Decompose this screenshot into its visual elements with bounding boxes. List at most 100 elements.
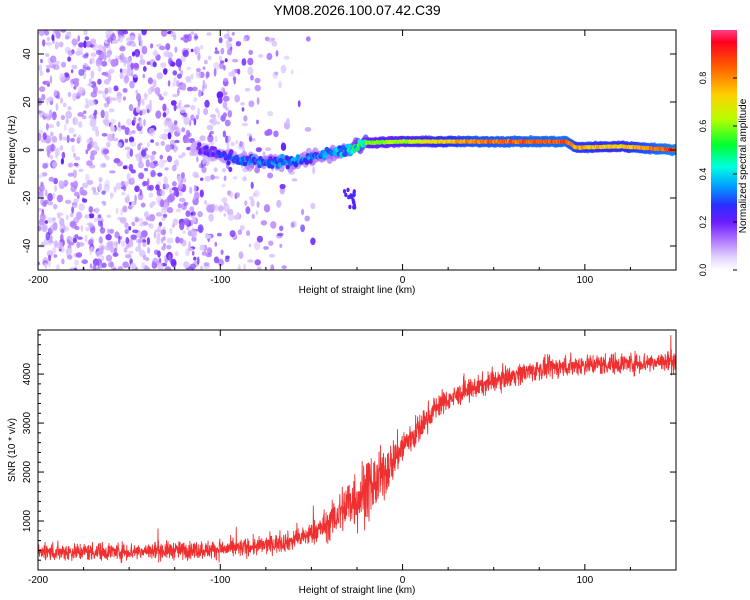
noise-speck <box>141 262 146 270</box>
noise-speck <box>168 254 172 263</box>
noise-speck <box>185 129 191 139</box>
noise-speck <box>97 44 103 51</box>
noise-speck <box>97 214 102 219</box>
noise-speck <box>225 107 229 111</box>
noise-speck <box>38 191 44 199</box>
noise-speck <box>68 236 74 241</box>
noise-speck <box>199 135 206 142</box>
noise-speck <box>248 243 252 248</box>
noise-speck <box>137 35 142 42</box>
noise-speck <box>71 38 78 46</box>
noise-speck <box>46 250 54 258</box>
noise-speck <box>189 206 195 213</box>
noise-speck <box>250 74 254 81</box>
noise-speck <box>269 253 276 258</box>
noise-speck <box>188 241 191 250</box>
noise-speck <box>185 210 191 218</box>
noise-speck <box>38 86 46 92</box>
line-core <box>226 160 231 166</box>
noise-speck <box>45 53 50 57</box>
noise-speck <box>99 227 106 234</box>
noise-speck <box>214 135 218 143</box>
noise-speck <box>162 243 167 248</box>
colorbar-label: Normalized spectral amplitude <box>738 98 749 233</box>
noise-speck <box>124 180 129 187</box>
noise-speck <box>191 86 198 92</box>
noise-speck <box>52 192 56 200</box>
noise-speck <box>56 94 61 100</box>
noise-speck <box>222 95 230 102</box>
noise-speck <box>42 215 47 220</box>
noise-speck <box>59 145 64 151</box>
noise-speck <box>184 137 191 144</box>
noise-speck <box>65 110 72 119</box>
noise-speck <box>196 256 200 265</box>
noise-speck <box>92 125 99 132</box>
noise-speck <box>128 226 132 231</box>
noise-speck <box>70 69 74 74</box>
noise-speck <box>201 84 205 92</box>
line-core <box>258 156 263 161</box>
noise-speck <box>123 184 127 192</box>
noise-speck <box>160 140 165 146</box>
noise-speck <box>197 211 202 215</box>
noise-speck <box>179 99 182 109</box>
noise-speck <box>141 149 147 157</box>
noise-speck <box>310 237 316 246</box>
noise-speck <box>67 106 72 111</box>
noise-speck <box>187 86 194 92</box>
noise-speck <box>130 262 137 270</box>
colorbar-tick-label: 0.4 <box>698 168 708 181</box>
noise-speck <box>200 265 204 270</box>
noise-speck <box>254 241 261 251</box>
noise-speck <box>159 45 166 51</box>
noise-speck <box>126 118 132 126</box>
noise-speck <box>143 119 146 127</box>
noise-speck <box>254 166 260 174</box>
noise-speck <box>191 227 195 236</box>
noise-speck <box>165 43 171 51</box>
noise-speck <box>193 97 198 102</box>
noise-speck <box>57 241 64 250</box>
noise-speck <box>220 60 225 64</box>
noise-speck <box>137 99 141 107</box>
spectrogram-panel: -200 -100 0 100 40 20 0 -20 -40 Height of straig… <box>7 29 677 296</box>
noise-speck <box>244 200 248 207</box>
noise-speck <box>160 199 165 208</box>
noise-speck <box>163 52 169 57</box>
noise-speck <box>158 96 164 101</box>
noise-speck <box>152 61 157 68</box>
noise-speck <box>154 87 161 95</box>
noise-speck <box>103 102 109 108</box>
line-core <box>234 154 239 160</box>
noise-speck <box>209 118 214 124</box>
noise-speck <box>144 93 148 100</box>
y-tick-label: -40 <box>22 238 33 253</box>
noise-speck <box>167 194 174 203</box>
noise-speck <box>113 186 117 193</box>
noise-speck <box>256 119 259 125</box>
noise-speck <box>283 55 290 60</box>
y-tick-label: 4000 <box>22 363 33 386</box>
noise-speck <box>130 42 137 48</box>
noise-speck <box>108 108 115 113</box>
noise-speck <box>117 126 122 132</box>
noise-speck <box>85 149 89 155</box>
noise-speck <box>136 93 141 102</box>
noise-speck <box>229 230 236 238</box>
noise-speck <box>122 261 129 269</box>
noise-speck <box>113 85 119 92</box>
noise-speck <box>163 91 168 97</box>
noise-speck <box>95 207 99 214</box>
noise-speck <box>179 191 183 196</box>
noise-speck <box>223 77 229 82</box>
noise-speck <box>110 97 118 101</box>
noise-speck <box>146 61 151 65</box>
noise-speck <box>97 50 103 54</box>
noise-speck <box>107 37 111 44</box>
noise-speck <box>124 146 131 151</box>
noise-speck <box>173 120 178 125</box>
noise-speck <box>65 248 73 255</box>
noise-speck <box>234 94 240 103</box>
noise-speck <box>117 33 121 42</box>
